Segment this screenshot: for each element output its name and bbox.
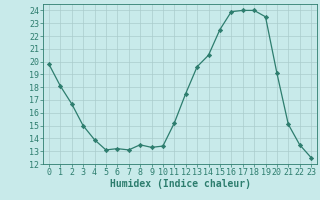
X-axis label: Humidex (Indice chaleur): Humidex (Indice chaleur) bbox=[109, 179, 251, 189]
